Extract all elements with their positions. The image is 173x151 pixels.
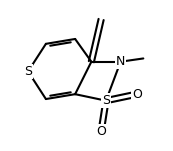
Text: S: S <box>24 65 32 78</box>
Text: O: O <box>96 125 106 138</box>
Text: S: S <box>102 94 110 107</box>
Text: N: N <box>116 55 125 68</box>
Text: O: O <box>132 88 142 101</box>
